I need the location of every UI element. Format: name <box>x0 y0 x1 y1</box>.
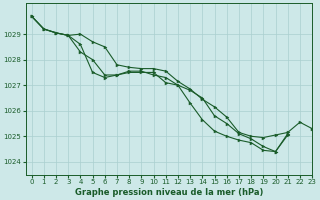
X-axis label: Graphe pression niveau de la mer (hPa): Graphe pression niveau de la mer (hPa) <box>75 188 263 197</box>
